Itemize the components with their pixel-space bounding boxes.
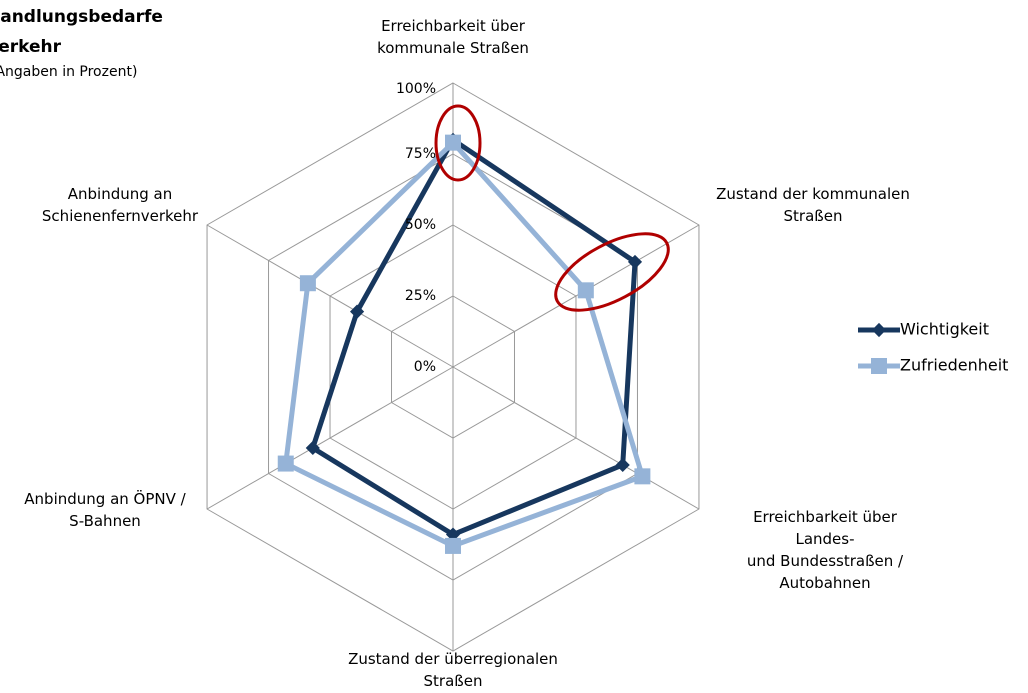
legend-marker bbox=[871, 358, 887, 374]
category-label: Anbindung an ÖPNV / S-Bahnen bbox=[24, 490, 186, 530]
category-label: Anbindung an Schienenfernverkehr bbox=[41, 185, 199, 225]
marker bbox=[627, 254, 643, 269]
marker bbox=[350, 304, 365, 319]
marker bbox=[577, 282, 594, 299]
annotation bbox=[434, 104, 482, 182]
marker bbox=[299, 275, 316, 292]
chart-title: Handlungsbedarfe Verkehr bbox=[0, 2, 163, 62]
axis-line bbox=[452, 366, 700, 510]
title-line: Handlungsbedarfe bbox=[0, 7, 163, 27]
category-label: Erreichbarkeit über kommunale Straßen bbox=[377, 17, 529, 57]
marker bbox=[305, 440, 320, 456]
axis-line bbox=[452, 224, 700, 368]
marker bbox=[277, 455, 294, 472]
axis-line bbox=[206, 224, 454, 368]
legend-label: Wichtigkeit bbox=[900, 320, 989, 339]
legend-marker bbox=[871, 322, 887, 338]
tick-label: 75% bbox=[405, 146, 436, 162]
marker bbox=[615, 457, 630, 473]
marker bbox=[445, 537, 461, 554]
tick-label: 100% bbox=[396, 81, 436, 97]
marker bbox=[445, 134, 461, 151]
category-label: Erreichbarkeit über Landes- und Bundesst… bbox=[746, 508, 904, 592]
title-line: Verkehr bbox=[0, 37, 62, 57]
marker bbox=[634, 468, 651, 485]
tick-label: 50% bbox=[405, 217, 436, 233]
legend-label: Zufriedenheit bbox=[900, 356, 1008, 375]
axis-line bbox=[206, 366, 454, 510]
tick-label: 25% bbox=[405, 288, 436, 304]
tick-label: 0% bbox=[414, 359, 436, 375]
series-line bbox=[283, 140, 645, 549]
chart-subtitle: (Angaben in Prozent) bbox=[0, 64, 138, 80]
category-label: Zustand der kommunalen Straßen bbox=[716, 185, 910, 225]
category-label: Zustand der überregionalen Straßen bbox=[348, 650, 558, 690]
annotation bbox=[554, 232, 670, 312]
series-line bbox=[310, 137, 638, 538]
